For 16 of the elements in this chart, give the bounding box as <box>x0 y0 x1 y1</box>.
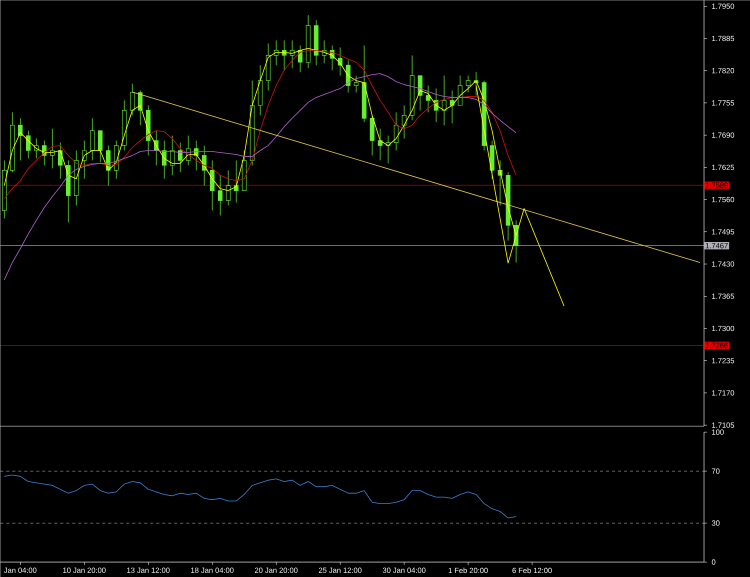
candlestick <box>26 130 31 159</box>
candlestick <box>354 75 358 93</box>
candlestick <box>178 142 183 173</box>
candlestick <box>370 114 374 156</box>
candlestick <box>90 118 95 161</box>
candlestick <box>226 170 231 206</box>
candlestick <box>426 85 430 113</box>
candlestick <box>458 75 462 106</box>
candlestick <box>98 130 103 163</box>
candlestick <box>466 75 470 93</box>
candlestick <box>50 128 55 169</box>
candlestick <box>210 160 215 211</box>
candlestick <box>218 174 223 216</box>
candlestick <box>130 83 135 116</box>
candlestick <box>402 105 406 139</box>
candlestick <box>378 128 382 161</box>
